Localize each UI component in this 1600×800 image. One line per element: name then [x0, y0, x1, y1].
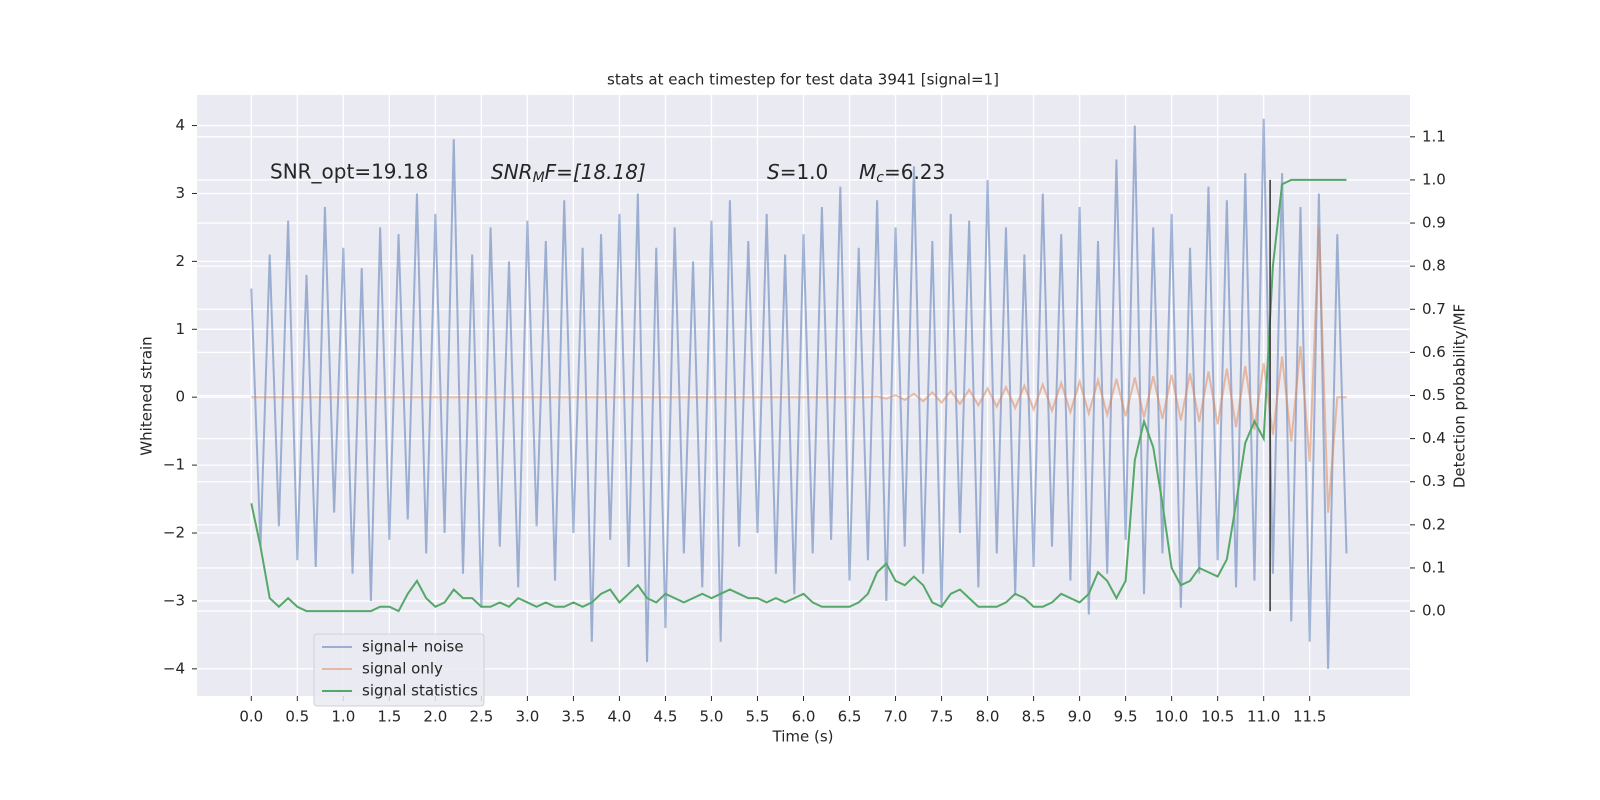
y-tick-label: −3 — [163, 591, 185, 609]
y2-tick-label: 0.5 — [1422, 386, 1446, 404]
x-tick-label: 2.0 — [423, 708, 447, 726]
y2-tick-label: 0.8 — [1422, 257, 1446, 275]
x-tick-label: 4.5 — [654, 708, 678, 726]
x-tick-label: 3.5 — [561, 708, 585, 726]
x-tick-label: 11.5 — [1293, 708, 1326, 726]
y2-axis-label: Detection probability/MF — [1451, 304, 1469, 488]
annotation: SNR_opt=19.18 — [270, 160, 428, 184]
y-tick-label: −2 — [163, 524, 185, 542]
y-tick-label: 3 — [175, 184, 185, 202]
x-tick-label: 3.0 — [515, 708, 539, 726]
y-tick-label: 2 — [175, 252, 185, 270]
y2-tick-label: 1.1 — [1422, 127, 1446, 145]
y-tick-label: 4 — [175, 116, 185, 134]
x-tick-label: 9.0 — [1068, 708, 1092, 726]
x-tick-label: 10.5 — [1201, 708, 1234, 726]
y2-tick-label: 0.2 — [1422, 515, 1446, 533]
x-tick-label: 5.5 — [746, 708, 770, 726]
x-tick-label: 7.0 — [884, 708, 908, 726]
x-tick-label: 0.0 — [239, 708, 263, 726]
x-tick-label: 4.0 — [608, 708, 632, 726]
y-axis-label: Whitened strain — [138, 336, 156, 455]
x-tick-label: 6.5 — [838, 708, 862, 726]
y2-tick-label: 0.3 — [1422, 472, 1446, 490]
x-tick-label: 1.5 — [377, 708, 401, 726]
annotation-part: S — [767, 160, 780, 184]
x-tick-label: 8.0 — [976, 708, 1000, 726]
y2-tick-label: 0.0 — [1422, 602, 1446, 620]
series-line — [250, 118, 1348, 669]
annotation: SNRMF=[18.18] — [491, 160, 646, 187]
x-tick-label: 9.5 — [1114, 708, 1138, 726]
grid — [197, 95, 1410, 696]
y2-tick-label: 0.1 — [1422, 558, 1446, 576]
x-tick-label: 5.0 — [700, 708, 724, 726]
x-tick-label: 10.0 — [1155, 708, 1188, 726]
series-line — [251, 227, 1347, 513]
y-tick-label: 0 — [175, 388, 185, 406]
chart-title: stats at each timestep for test data 394… — [607, 71, 999, 89]
x-tick-label: 2.5 — [469, 708, 493, 726]
annotation: S=1.0 — [767, 160, 828, 184]
y-tick-label: −4 — [163, 659, 185, 677]
annotation-sub: c — [876, 170, 884, 186]
y2-tick-label: 0.9 — [1422, 214, 1446, 232]
legend-box — [313, 633, 485, 707]
legend-label: signal statistics — [362, 682, 478, 700]
y2-tick-label: 0.7 — [1422, 300, 1446, 318]
annotation-part: =6.23 — [884, 160, 945, 184]
x-tick-label: 1.0 — [331, 708, 355, 726]
x-tick-label: 6.0 — [792, 708, 816, 726]
series-line — [250, 178, 1347, 613]
annotation: Mc=6.23 — [859, 160, 945, 187]
x-tick-label: 11.0 — [1247, 708, 1280, 726]
annotation-part: =1.0 — [780, 160, 829, 184]
x-axis-label: Time (s) — [772, 728, 834, 746]
x-tick-label: 7.5 — [930, 708, 954, 726]
y2-tick-label: 0.6 — [1422, 343, 1446, 361]
y-tick-label: 1 — [175, 320, 185, 338]
annotation-sub: M — [533, 170, 545, 186]
annotation-part: SNR — [491, 160, 533, 184]
legend-label: signal+ noise — [362, 638, 464, 656]
annotation-part: M — [859, 160, 876, 184]
y2-tick-label: 0.4 — [1422, 429, 1446, 447]
x-tick-label: 8.5 — [1022, 708, 1046, 726]
x-tick-label: 0.5 — [285, 708, 309, 726]
annotation-part: F=[18.18] — [545, 160, 646, 184]
legend-label: signal only — [362, 660, 443, 678]
y2-tick-label: 1.0 — [1422, 170, 1446, 188]
y-tick-label: −1 — [163, 456, 185, 474]
